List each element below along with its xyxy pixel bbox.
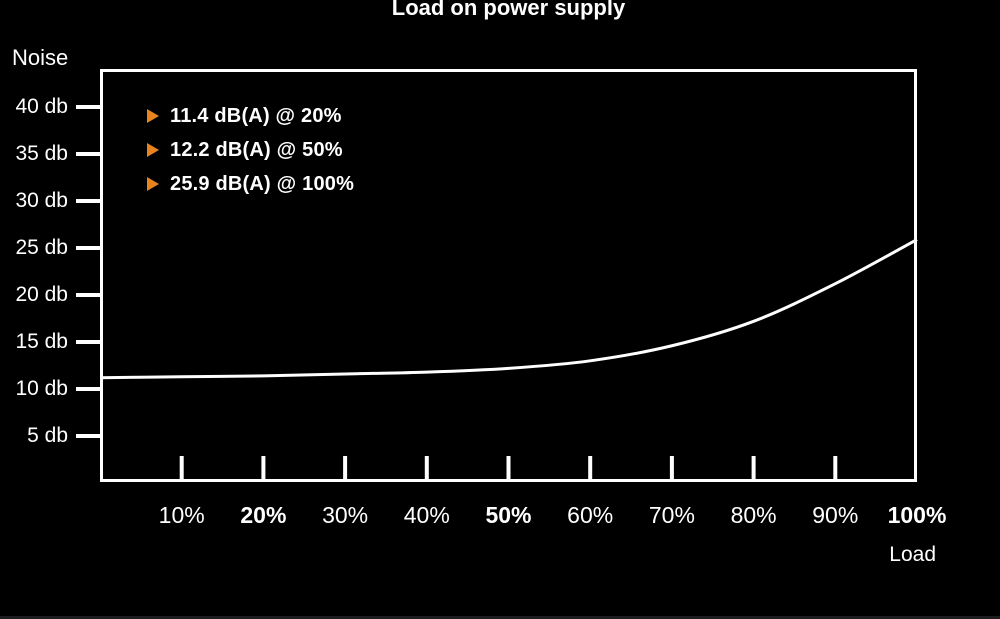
plot-border (100, 69, 917, 482)
chart-title: Load on power supply (391, 0, 626, 20)
x-tick-label: 20% (240, 502, 287, 528)
x-tick-label: 10% (158, 502, 205, 528)
x-tick-label: 50% (485, 502, 532, 528)
y-tick-label: 15 db (15, 330, 68, 353)
x-tick-label: 30% (322, 502, 369, 528)
legend-item: 12.2 dB(A) @ 50% (147, 133, 354, 167)
x-tick-label: 100% (887, 502, 947, 528)
legend-item-label: 12.2 dB(A) @ 50% (170, 138, 343, 161)
y-tick-label: 10 db (15, 377, 68, 400)
right-triangle-icon (147, 109, 159, 123)
x-axis-ticks (179, 456, 838, 479)
x-tick-label: 80% (730, 502, 777, 528)
right-triangle-icon (147, 177, 159, 191)
y-tick-label: 30 db (15, 189, 68, 212)
y-tick-label: 35 db (15, 142, 68, 165)
right-triangle-icon (147, 143, 159, 157)
y-tick-label: 25 db (15, 236, 68, 259)
legend-item: 11.4 dB(A) @ 20% (147, 99, 354, 133)
noise-curve (99, 238, 918, 380)
x-tick-label: 40% (403, 502, 450, 528)
legend-item: 25.9 dB(A) @ 100% (147, 167, 354, 201)
legend-item-label: 11.4 dB(A) @ 20% (170, 104, 342, 127)
x-tick-label: 60% (567, 502, 614, 528)
y-axis-ticks (76, 105, 100, 438)
x-tick-label: 70% (648, 502, 695, 528)
y-tick-label: 40 db (15, 95, 68, 118)
x-tick-label: 90% (812, 502, 859, 528)
bottom-strip (0, 616, 1000, 619)
y-axis-title: Noise (12, 45, 69, 70)
y-tick-label: 5 db (27, 424, 68, 447)
x-axis-title: Load (889, 543, 936, 566)
legend-item-label: 25.9 dB(A) @ 100% (170, 172, 355, 195)
chart-legend: 11.4 dB(A) @ 20% 12.2 dB(A) @ 50% 25.9 dB(… (147, 99, 354, 201)
y-tick-label: 20 db (15, 283, 68, 306)
